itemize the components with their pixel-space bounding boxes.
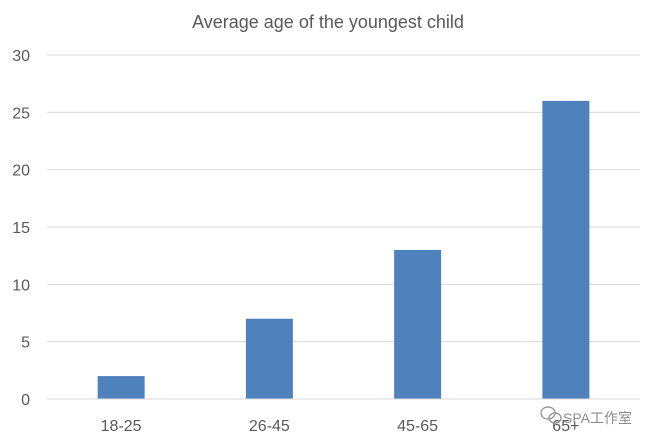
y-tick-label: 5 [21,335,30,352]
watermark-label: SPA工作室 [563,410,632,426]
x-tick-label: 26-45 [249,418,290,435]
y-tick-label: 25 [12,105,30,122]
bars [47,100,640,400]
bar-45-65 [394,249,442,399]
chart-title: Average age of the youngest child [192,12,464,32]
x-tick-label: 18-25 [101,418,142,435]
x-axis-tick-labels: 18-25 26-45 45-65 65+ [101,418,580,435]
bar-65+ [542,100,590,399]
x-tick-label: 45-65 [397,418,438,435]
y-tick-label: 10 [12,277,30,294]
y-tick-label: 0 [21,392,30,409]
y-tick-label: 15 [12,220,30,237]
y-tick-label: 30 [12,48,30,65]
y-tick-label: 20 [12,163,30,180]
y-axis-tick-labels: 0 5 10 15 20 25 30 [12,48,30,409]
gridlines [47,54,640,400]
bar-18-25 [97,376,145,399]
watermark: SPA工作室 [540,406,632,426]
bar-26-45 [245,318,293,399]
wechat-icon [540,406,562,424]
